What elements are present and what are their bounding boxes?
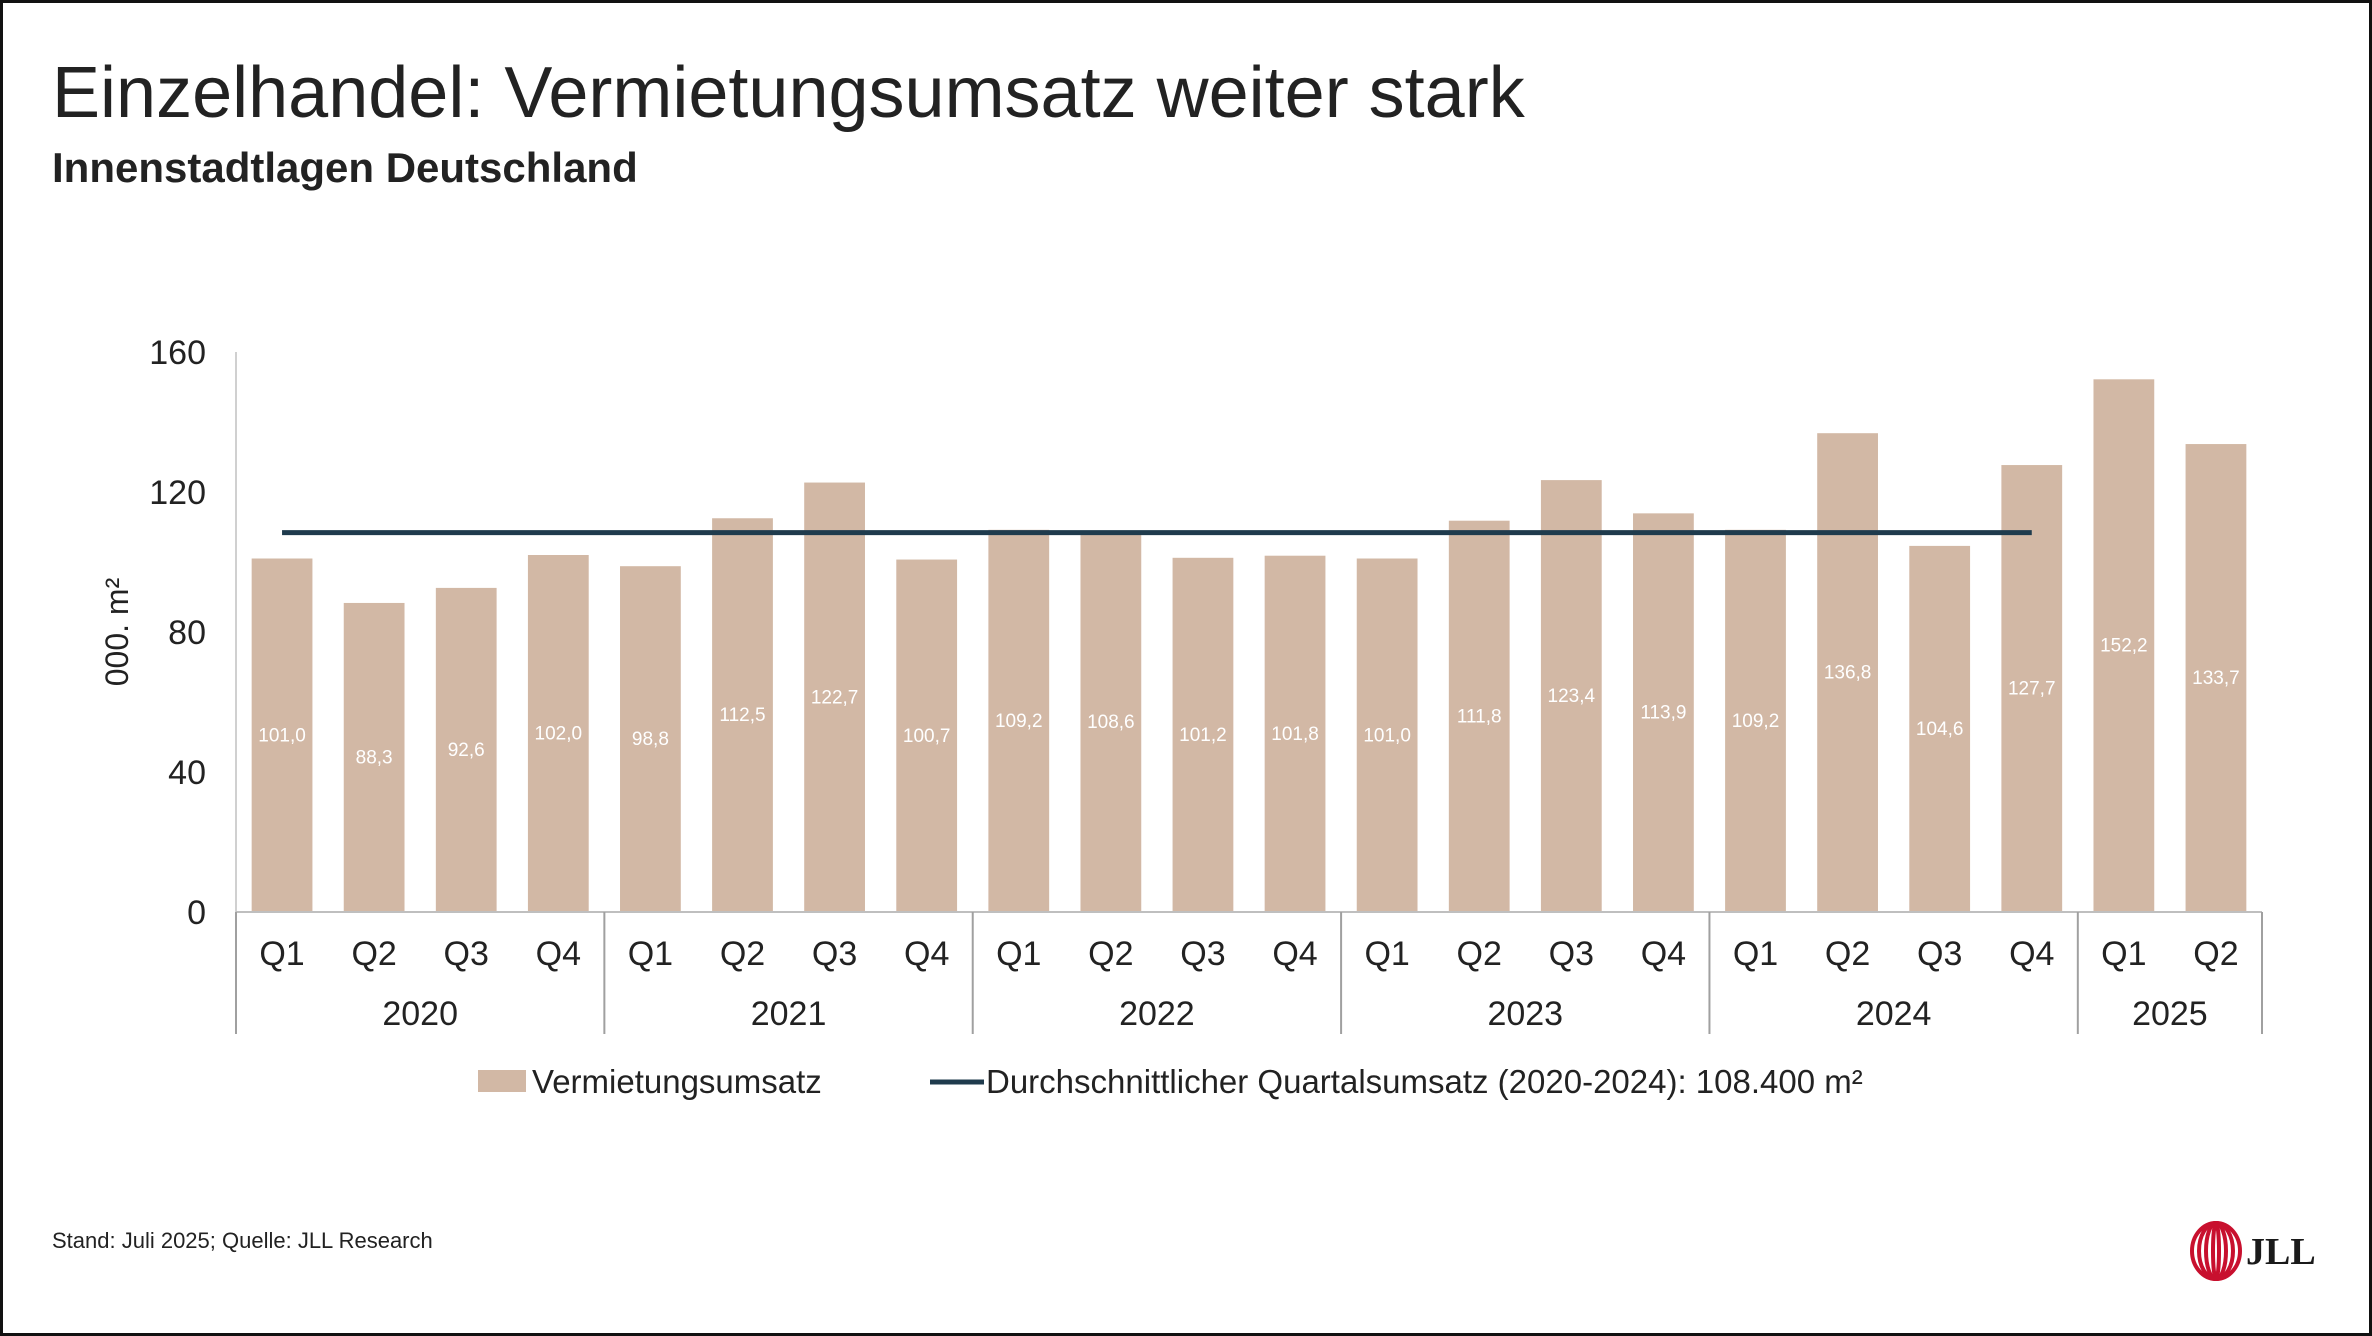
bar xyxy=(1540,480,1602,912)
jll-logo-text: JLL xyxy=(2246,1231,2316,1273)
bar xyxy=(1448,520,1510,912)
bar xyxy=(1817,433,1878,912)
bar-data-label: 101,2 xyxy=(1179,725,1227,746)
x-tick-label: Q3 xyxy=(1180,935,1225,973)
x-tick-label: Q2 xyxy=(720,935,765,973)
bar-data-label: 104,6 xyxy=(1916,719,1964,740)
y-tick-label: 160 xyxy=(149,334,206,372)
x-group-label: 2023 xyxy=(1487,995,1563,1033)
bar xyxy=(1633,513,1694,912)
bar-data-label: 109,2 xyxy=(1732,711,1780,732)
bar-data-label: 98,8 xyxy=(632,729,669,750)
x-tick-label: Q2 xyxy=(2193,935,2238,973)
bar-data-label: 123,4 xyxy=(1548,686,1596,707)
x-tick-label: Q3 xyxy=(444,935,489,973)
legend-label-bars: Vermietungsumsatz xyxy=(532,1063,822,1100)
bar-data-label: 101,0 xyxy=(1363,725,1411,746)
x-tick-label: Q1 xyxy=(1733,935,1778,973)
x-tick-label: Q3 xyxy=(812,935,857,973)
bar xyxy=(2093,379,2155,912)
x-tick-label: Q2 xyxy=(351,935,396,973)
bar-data-label: 152,2 xyxy=(2100,636,2148,657)
bar xyxy=(435,587,497,912)
x-tick-label: Q1 xyxy=(2101,935,2146,973)
bar xyxy=(2001,465,2063,912)
bar-data-label: 92,6 xyxy=(448,740,485,761)
bar xyxy=(343,602,405,912)
page-subtitle: Innenstadtlagen Deutschland xyxy=(52,144,638,191)
x-tick-label: Q2 xyxy=(1457,935,1502,973)
bar xyxy=(712,518,773,912)
jll-logo: JLL xyxy=(2190,1221,2316,1281)
bar-data-label: 112,5 xyxy=(719,705,765,726)
bar xyxy=(1725,529,1786,912)
bar-data-label: 88,3 xyxy=(356,747,393,768)
bar-data-label: 100,7 xyxy=(903,726,951,747)
x-group-label: 2021 xyxy=(751,995,827,1033)
bar-data-label: 102,0 xyxy=(535,724,583,745)
bar xyxy=(896,559,958,912)
x-tick-label: Q4 xyxy=(904,935,949,973)
bar xyxy=(251,558,313,912)
x-tick-label: Q3 xyxy=(1549,935,1594,973)
bar xyxy=(804,482,865,912)
bar-data-label: 108,6 xyxy=(1087,712,1135,733)
jll-logo-mark xyxy=(2190,1221,2242,1281)
bar-data-label: 111,8 xyxy=(1457,706,1502,727)
x-tick-label: Q2 xyxy=(1825,935,1870,973)
bar xyxy=(1172,557,1234,912)
bar-data-label: 127,7 xyxy=(2008,679,2056,700)
y-tick-label: 0 xyxy=(187,894,206,932)
bar-data-label: 101,0 xyxy=(258,725,306,746)
bar xyxy=(2185,444,2247,912)
bar xyxy=(620,566,681,912)
x-tick-label: Q3 xyxy=(1917,935,1962,973)
x-group-label: 2020 xyxy=(382,995,458,1033)
bar xyxy=(988,529,1050,912)
legend-label-line: Durchschnittlicher Quartalsumsatz (2020-… xyxy=(986,1063,1863,1100)
x-tick-label: Q4 xyxy=(1272,935,1317,973)
legend-swatch-bars xyxy=(478,1070,526,1092)
bar-data-label: 136,8 xyxy=(1824,663,1872,684)
bar xyxy=(527,555,589,912)
x-tick-label: Q2 xyxy=(1088,935,1133,973)
y-tick-label: 80 xyxy=(168,614,206,652)
x-tick-label: Q4 xyxy=(2009,935,2054,973)
bar xyxy=(1356,558,1418,912)
x-tick-label: Q4 xyxy=(536,935,581,973)
x-tick-label: Q1 xyxy=(1364,935,1409,973)
bar-data-label: 122,7 xyxy=(811,687,859,708)
bar xyxy=(1264,555,1326,912)
y-axis-label: 000. m² xyxy=(99,577,135,686)
source-note: Stand: Juli 2025; Quelle: JLL Research xyxy=(52,1228,433,1253)
x-group-label: 2022 xyxy=(1119,995,1195,1033)
bar-data-label: 113,9 xyxy=(1640,703,1686,724)
bar xyxy=(1080,531,1142,912)
x-group-label: 2024 xyxy=(1856,995,1932,1033)
x-group-label: 2025 xyxy=(2132,995,2208,1033)
x-tick-label: Q1 xyxy=(259,935,304,973)
x-tick-label: Q1 xyxy=(996,935,1041,973)
x-tick-label: Q4 xyxy=(1641,935,1686,973)
y-tick-label: 40 xyxy=(168,754,206,792)
y-tick-label: 120 xyxy=(149,474,206,512)
page-title: Einzelhandel: Vermietungsumsatz weiter s… xyxy=(52,53,1525,133)
bar-data-label: 109,2 xyxy=(995,711,1043,732)
x-tick-label: Q1 xyxy=(628,935,673,973)
bar-data-label: 101,8 xyxy=(1271,724,1319,745)
bar-data-label: 133,7 xyxy=(2192,668,2240,689)
bar xyxy=(1909,545,1971,912)
